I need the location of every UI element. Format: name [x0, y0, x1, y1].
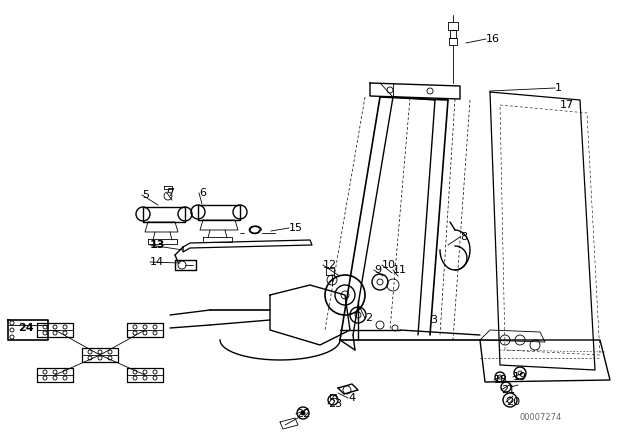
Text: 10: 10 — [382, 260, 396, 270]
Text: 11: 11 — [393, 265, 407, 275]
Text: 13: 13 — [150, 240, 165, 250]
Text: 1: 1 — [555, 83, 562, 93]
Text: 19: 19 — [513, 372, 527, 382]
Text: 8: 8 — [460, 232, 467, 242]
Text: 00007274: 00007274 — [520, 414, 563, 422]
Text: 16: 16 — [486, 34, 500, 44]
Text: 21: 21 — [501, 385, 515, 395]
Circle shape — [301, 411, 305, 415]
Text: 9: 9 — [374, 265, 381, 275]
Text: 7: 7 — [167, 188, 174, 198]
Text: 3: 3 — [430, 315, 437, 325]
Text: 6: 6 — [199, 188, 206, 198]
Text: 4: 4 — [348, 393, 355, 403]
Text: 5: 5 — [142, 190, 149, 200]
Text: 22: 22 — [296, 409, 310, 419]
Text: 23: 23 — [328, 399, 342, 409]
Text: 20: 20 — [506, 397, 520, 407]
Text: 18: 18 — [494, 375, 508, 385]
Text: 2: 2 — [365, 313, 372, 323]
Text: 12: 12 — [323, 260, 337, 270]
Text: 24: 24 — [18, 323, 34, 333]
Text: 14: 14 — [150, 257, 164, 267]
Text: 17: 17 — [560, 100, 574, 110]
Text: 15: 15 — [289, 223, 303, 233]
